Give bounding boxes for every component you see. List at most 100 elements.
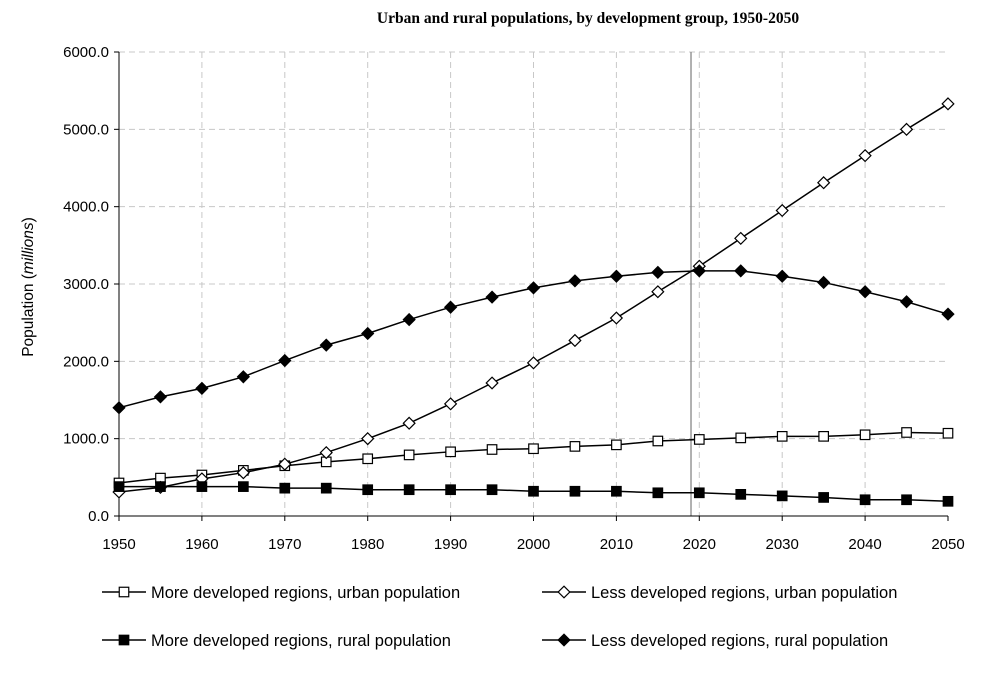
data-point [443, 300, 458, 314]
data-point [942, 495, 954, 507]
data-point [278, 457, 292, 471]
data-point [735, 432, 747, 444]
legend-item: More developed regions, rural population [102, 632, 451, 650]
y-tick-label: 4000.0 [63, 199, 109, 216]
data-point [485, 290, 499, 304]
series-1 [113, 427, 954, 489]
data-point [901, 494, 912, 506]
legend-marker [118, 586, 130, 598]
legend-label: More developed regions, urban population [151, 584, 460, 602]
x-tick-label: 2050 [931, 536, 964, 553]
legend-label: More developed regions, rural population [151, 632, 451, 650]
legend-label: Less developed regions, rural population [591, 632, 888, 650]
data-point [568, 274, 582, 288]
legend: More developed regions, urban population… [102, 584, 897, 650]
y-tick-label: 0.0 [88, 508, 109, 525]
data-point [652, 435, 664, 447]
data-point [776, 490, 788, 502]
legend-marker [118, 634, 130, 646]
data-point [734, 231, 748, 246]
data-point [901, 427, 912, 438]
data-point [817, 176, 831, 190]
data-point [403, 484, 415, 496]
data-point [402, 416, 416, 430]
data-point [817, 275, 831, 290]
data-point [693, 434, 705, 445]
data-point [942, 427, 954, 439]
data-point [858, 285, 872, 299]
data-point [858, 148, 872, 163]
series-4 [112, 264, 955, 415]
x-tick-label: 1960 [185, 536, 218, 553]
data-point [818, 492, 830, 503]
data-point [609, 311, 624, 325]
data-point [236, 370, 250, 384]
data-point [528, 443, 539, 455]
y-axis-label-suffix: ) [20, 217, 37, 222]
data-point [155, 481, 166, 492]
legend-marker [557, 585, 571, 599]
series [112, 97, 955, 507]
data-point [526, 356, 541, 370]
x-tick-label: 2030 [766, 536, 799, 553]
chart-title: Urban and rural populations, by developm… [377, 10, 799, 27]
data-point [445, 446, 456, 458]
x-tick-label: 2040 [848, 536, 881, 553]
data-point [443, 397, 458, 411]
data-point [526, 281, 541, 295]
data-point [569, 485, 581, 497]
data-point [859, 429, 871, 441]
data-point [319, 338, 333, 352]
data-point [486, 444, 498, 455]
data-point [362, 484, 374, 496]
data-point [899, 295, 914, 309]
data-point [153, 390, 168, 404]
legend-marker [557, 633, 571, 647]
x-tick-label: 1990 [434, 536, 467, 553]
series-2 [112, 97, 955, 499]
y-tick-label: 2000.0 [63, 353, 109, 370]
data-point [362, 453, 374, 465]
data-point [692, 264, 706, 278]
data-point [319, 445, 333, 460]
data-point [776, 430, 788, 442]
data-point [568, 333, 582, 348]
data-point [651, 265, 665, 280]
y-axis-label-prefix: Population ( [20, 273, 37, 357]
data-point [528, 485, 539, 497]
data-point [899, 122, 914, 136]
legend-item: More developed regions, urban population [102, 584, 460, 602]
data-point [652, 487, 664, 499]
legend-item: Less developed regions, rural population [542, 632, 888, 650]
data-point [196, 481, 208, 492]
legend-label: Less developed regions, urban population [591, 584, 897, 602]
data-point [651, 285, 665, 299]
data-point [818, 430, 830, 442]
series-3 [113, 481, 954, 507]
data-point [859, 494, 871, 506]
data-point [775, 269, 789, 283]
data-point [485, 376, 499, 390]
data-point [403, 449, 415, 461]
data-point [486, 484, 498, 496]
y-tick-label: 5000.0 [63, 121, 109, 138]
axes [114, 51, 949, 521]
y-tick-label: 3000.0 [63, 276, 109, 293]
x-tick-label: 2010 [600, 536, 633, 553]
data-point [569, 441, 581, 452]
data-point [611, 439, 622, 451]
y-tick-labels: 0.0 1000.0 2000.0 3000.0 4000.0 5000.0 6000.0 [63, 44, 109, 525]
data-point [195, 381, 209, 396]
data-point [734, 264, 748, 278]
x-tick-label: 1950 [102, 536, 135, 553]
data-point [361, 432, 375, 446]
data-point [445, 484, 456, 496]
x-tick-label: 1970 [268, 536, 301, 553]
data-point [402, 312, 416, 327]
legend-item: Less developed regions, urban population [542, 584, 897, 602]
data-point [941, 307, 955, 321]
data-point [609, 269, 624, 283]
data-point [611, 485, 622, 497]
data-point [238, 481, 249, 492]
